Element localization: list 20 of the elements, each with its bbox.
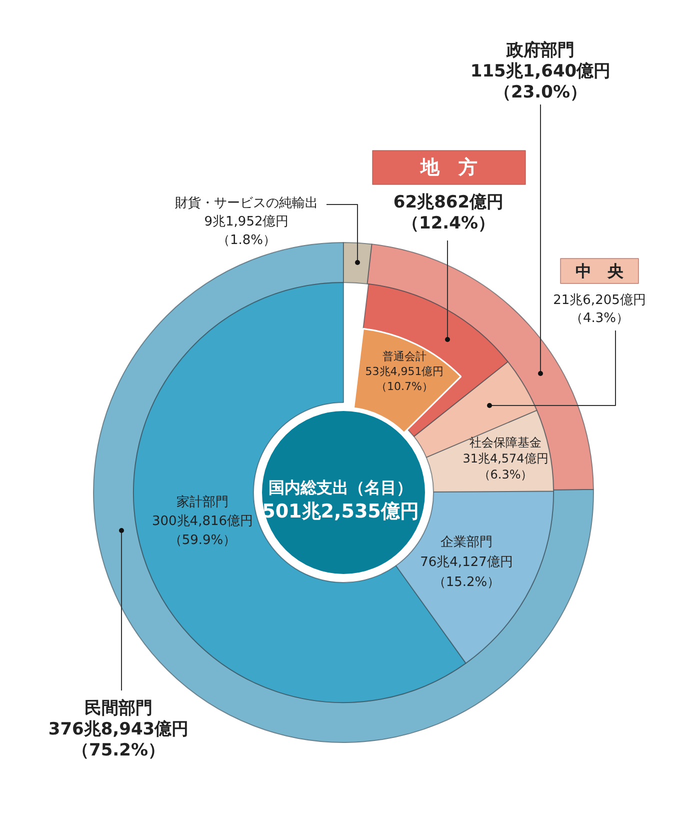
slice-label: 企業部門 — [440, 535, 492, 550]
slice-label: 社会保障基金 — [470, 436, 542, 450]
data-label: 9兆1,952億円（1.8%） — [204, 214, 289, 248]
slice-label: 中 央 — [576, 262, 624, 280]
data-label: 300兆4,816億円（59.9%） — [152, 514, 254, 548]
data-label: 376兆8,943億円（75.2%） — [48, 720, 189, 760]
slice-label: 地 方 — [420, 156, 478, 178]
data-label: 76兆4,127億円（15.2%） — [420, 555, 513, 590]
data-label: 31兆4,574億円（6.3%） — [462, 452, 548, 482]
slice-label: 民間部門 — [84, 698, 152, 718]
data-label: 21兆6,205億円（4.3%） — [553, 293, 646, 326]
slice-label: 家計部門 — [176, 494, 228, 510]
data-label: 53兆4,951億円（10.7%） — [365, 365, 444, 393]
slice-label: 政府部門 — [506, 40, 574, 60]
text: 国内総支出（名目） — [268, 478, 412, 497]
text: 501兆2,535億円 — [262, 500, 419, 522]
data-label: 115兆1,640億円（23.0%） — [470, 62, 611, 102]
data-label: 62兆862億円（12.4%） — [393, 192, 504, 234]
slice-label: 普通会計 — [382, 350, 426, 363]
slice-label: 財貨・サービスの純輸出 — [175, 196, 318, 211]
